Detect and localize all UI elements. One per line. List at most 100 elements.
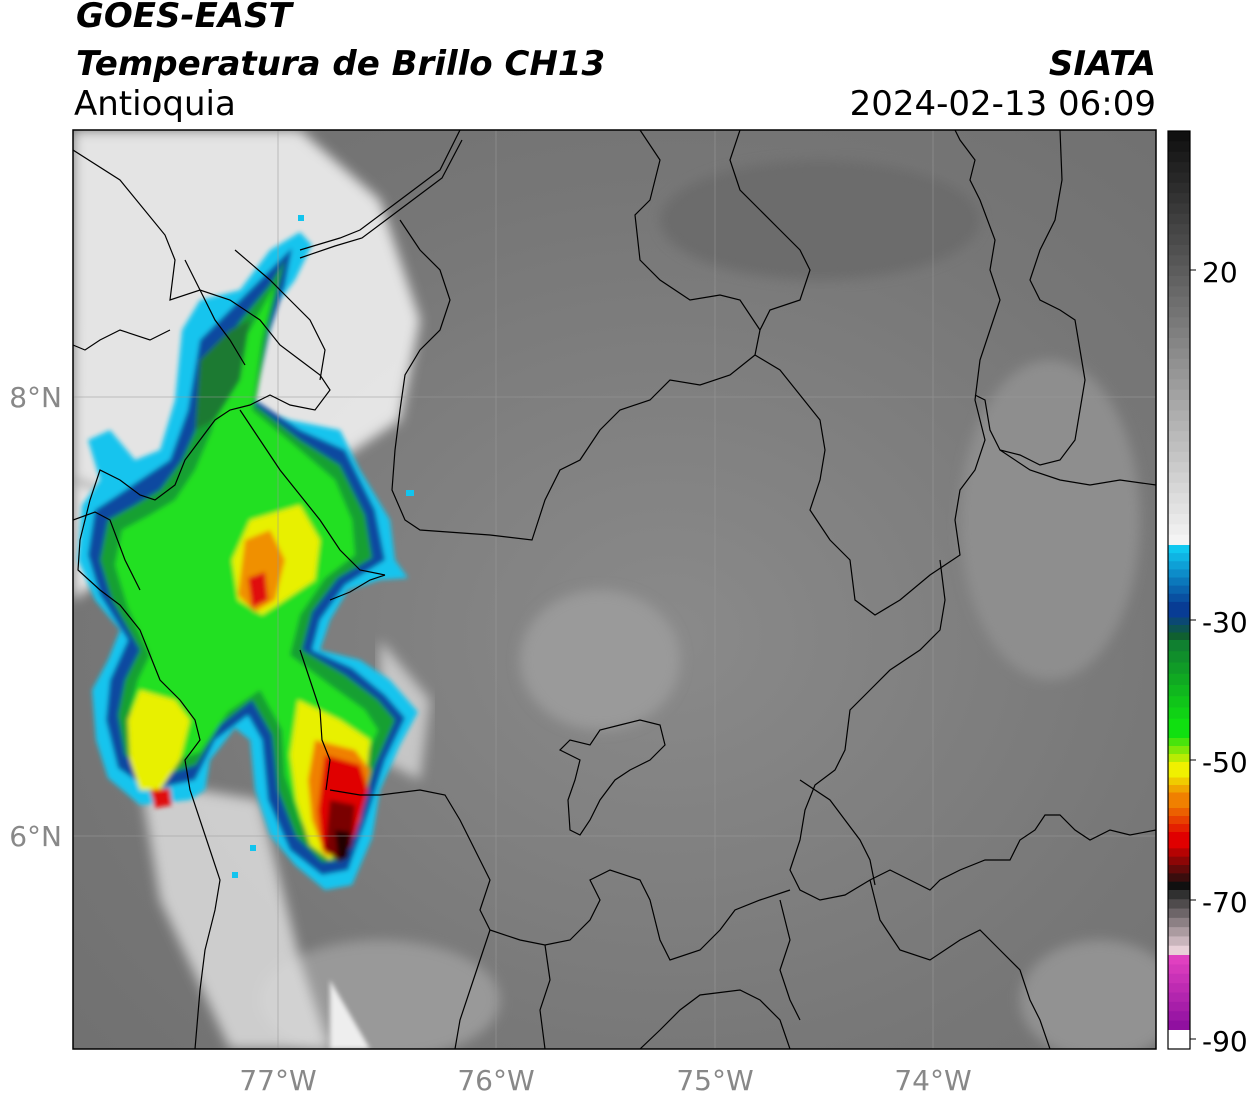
lat-label-6n: 6°N	[9, 820, 62, 853]
colorbar-segment	[1168, 754, 1190, 763]
colorbar-segment	[1168, 545, 1190, 554]
colorbar-segment	[1168, 462, 1190, 474]
colorbar-segment	[1168, 762, 1190, 771]
lon-label-77w: 77°W	[239, 1064, 316, 1097]
map-frame	[72, 129, 1157, 1050]
lon-label-74w: 74°W	[894, 1064, 971, 1097]
colorbar-segment	[1168, 482, 1190, 494]
satellite-title: GOES-EAST	[76, 0, 292, 36]
colorbar-segment	[1168, 131, 1190, 142]
colorbar-segment	[1168, 255, 1190, 267]
colorbar-label-minus30: -30	[1202, 606, 1248, 639]
colorbar-segment	[1168, 738, 1190, 747]
colorbar-segment	[1168, 983, 1190, 994]
colorbar-segment	[1168, 1001, 1190, 1012]
region-label: Antioquia	[74, 84, 236, 124]
colorbar-segment	[1168, 151, 1190, 163]
colorbar-segment	[1168, 524, 1190, 536]
colorbar-segment	[1168, 632, 1190, 641]
product-title: Temperatura de Brillo CH13	[76, 44, 606, 84]
colorbar-segment	[1168, 601, 1190, 611]
colorbar-segment	[1168, 865, 1190, 874]
colorbar-segment	[1168, 203, 1190, 215]
colorbar-segment	[1168, 1020, 1190, 1031]
colorbar-segment	[1168, 651, 1190, 664]
colorbar-segment	[1168, 141, 1190, 153]
colorbar-segment	[1168, 890, 1190, 900]
colorbar-segment	[1168, 441, 1190, 453]
colorbar-segment	[1168, 275, 1190, 287]
colorbar-segment	[1168, 1011, 1190, 1022]
colorbar-ticks	[1190, 269, 1196, 1040]
colorbar-segment	[1168, 927, 1190, 938]
colorbar-segment	[1168, 785, 1190, 794]
satellite-image	[73, 130, 1156, 1049]
colorbar-segment	[1168, 534, 1190, 546]
colorbar-segment	[1168, 840, 1190, 849]
colorbar-segment	[1168, 992, 1190, 1003]
colorbar-segment	[1168, 964, 1190, 975]
colorbar-segment	[1168, 358, 1190, 370]
colorbar-segment	[1168, 451, 1190, 463]
colorbar-frame	[1167, 130, 1191, 1050]
colorbar-segment	[1168, 696, 1190, 709]
colorbar-label-minus90: -90	[1202, 1025, 1248, 1058]
colorbar-segment	[1168, 955, 1190, 965]
colorbar-segment	[1168, 162, 1190, 173]
colorbar-segment	[1168, 800, 1190, 809]
colorbar-segment	[1168, 286, 1190, 298]
colorbar-segment	[1168, 685, 1190, 697]
colorbar-segment	[1168, 369, 1190, 380]
colorbar-segment	[1168, 777, 1190, 786]
colorbar-segment	[1168, 1030, 1190, 1049]
colorbar-segment	[1168, 513, 1190, 525]
colorbar-segment	[1168, 306, 1190, 318]
colorbar-segment	[1168, 193, 1190, 205]
colorbar-segment	[1168, 610, 1190, 619]
colorbar-segment	[1168, 640, 1190, 652]
colorbar-segment	[1168, 213, 1190, 225]
colorbar-segment	[1168, 569, 1190, 579]
colorbar-segment	[1168, 617, 1190, 626]
colorbar-segment	[1168, 746, 1190, 755]
colorbar-segment	[1168, 561, 1190, 570]
colorbar-segment	[1168, 848, 1190, 858]
colorbar-segment	[1168, 770, 1190, 779]
colorbar-segment	[1168, 182, 1190, 194]
colorbar-segment	[1168, 420, 1190, 432]
colorbar-segment	[1168, 899, 1190, 910]
colorbar-segment	[1168, 730, 1190, 739]
colorbar-segment	[1168, 973, 1190, 984]
colorbar-segment	[1168, 472, 1190, 484]
colorbar-segment	[1168, 348, 1190, 360]
lon-label-75w: 75°W	[676, 1064, 753, 1097]
colorbar-segment	[1168, 410, 1190, 422]
datetime-label: 2024-02-13 06:09	[849, 84, 1156, 124]
colorbar-segment	[1168, 553, 1190, 562]
colorbar-segment	[1168, 389, 1190, 401]
colorbar-segment	[1168, 792, 1190, 801]
colorbar-segment	[1168, 707, 1190, 720]
colorbar-segment	[1168, 718, 1190, 731]
colorbar-segment	[1168, 816, 1190, 825]
colorbar-segment	[1168, 338, 1190, 349]
colorbar-segment	[1168, 493, 1190, 505]
colorbar-segment	[1168, 296, 1190, 308]
colorbar-segment	[1168, 593, 1190, 603]
colorbar-segment	[1168, 172, 1190, 184]
colorbar-segment	[1168, 673, 1190, 686]
colorbar-segment	[1168, 431, 1190, 443]
colorbar-segment	[1168, 244, 1190, 256]
colorbar-segment	[1168, 224, 1190, 236]
colorbar-segment	[1168, 662, 1190, 675]
boundary-lines	[73, 130, 1156, 1049]
colorbar-segment	[1168, 945, 1190, 956]
colorbar-segment	[1168, 808, 1190, 817]
colorbar-segment	[1168, 936, 1190, 947]
colorbar-segment	[1168, 908, 1190, 919]
colorbar-segment	[1168, 234, 1190, 246]
lon-label-76w: 76°W	[457, 1064, 534, 1097]
colorbar-segment	[1168, 625, 1190, 634]
colorbar-segment	[1168, 832, 1190, 841]
